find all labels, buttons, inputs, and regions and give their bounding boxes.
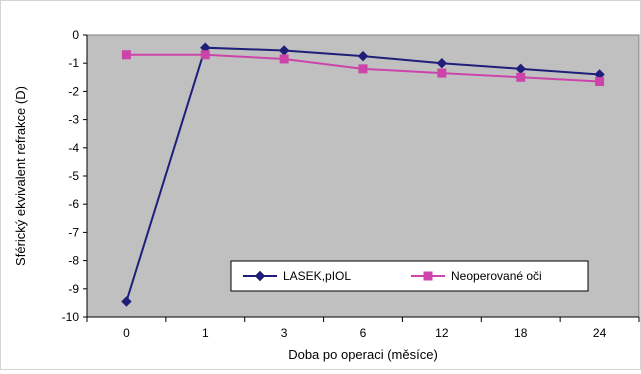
data-point [436,57,448,69]
y-tick-label: -2 [68,84,79,98]
series-2 [121,50,605,87]
legend-box [230,260,589,292]
y-tick-label: -6 [68,197,79,211]
data-point [121,296,132,307]
y-tick-label: -3 [68,113,79,127]
data-point [121,50,131,60]
x-tick-label: 18 [514,326,528,340]
data-point [279,54,289,64]
data-point [200,50,210,60]
y-tick-label: -7 [68,225,79,239]
legend-marker [423,271,433,281]
legend: LASEK,pIOL Neoperované oči [230,260,589,292]
data-point [437,68,447,78]
x-tick-label: 6 [360,326,367,340]
x-tick-label: 0 [123,326,130,340]
data-point [516,72,526,82]
x-tick-label: 24 [593,326,607,340]
legend-item: LASEK,pIOL [243,269,351,283]
y-tick-label: -4 [68,141,79,155]
series-1 [121,42,605,307]
legend-label: Neoperované oči [451,269,542,283]
x-tick-label: 1 [202,326,209,340]
x-axis-title: Doba po operaci (měsíce) [288,347,438,362]
y-axis-title: Sférický ekvivalent refrakce (D) [13,86,28,266]
data-point [358,64,368,74]
y-tick-label: -9 [68,282,79,296]
y-tick-label: -5 [68,169,79,183]
y-tick-label: -8 [68,254,79,268]
y-axis: 0 -1 -2 -3 -4 -5 -6 -7 -8 -9 -10 [62,28,88,324]
legend-label: LASEK,pIOL [283,269,351,283]
data-point [357,50,369,62]
data-point [595,77,605,87]
x-tick-label: 12 [435,326,449,340]
y-tick-label: 0 [72,28,79,42]
legend-marker [254,270,266,282]
x-tick-label: 3 [281,326,288,340]
y-tick-label: -1 [68,56,79,70]
legend-item: Neoperované oči [411,269,542,283]
x-axis: 0 1 3 6 12 18 24 [86,316,640,340]
y-tick-label: -10 [62,310,80,324]
series-layer [121,42,605,307]
